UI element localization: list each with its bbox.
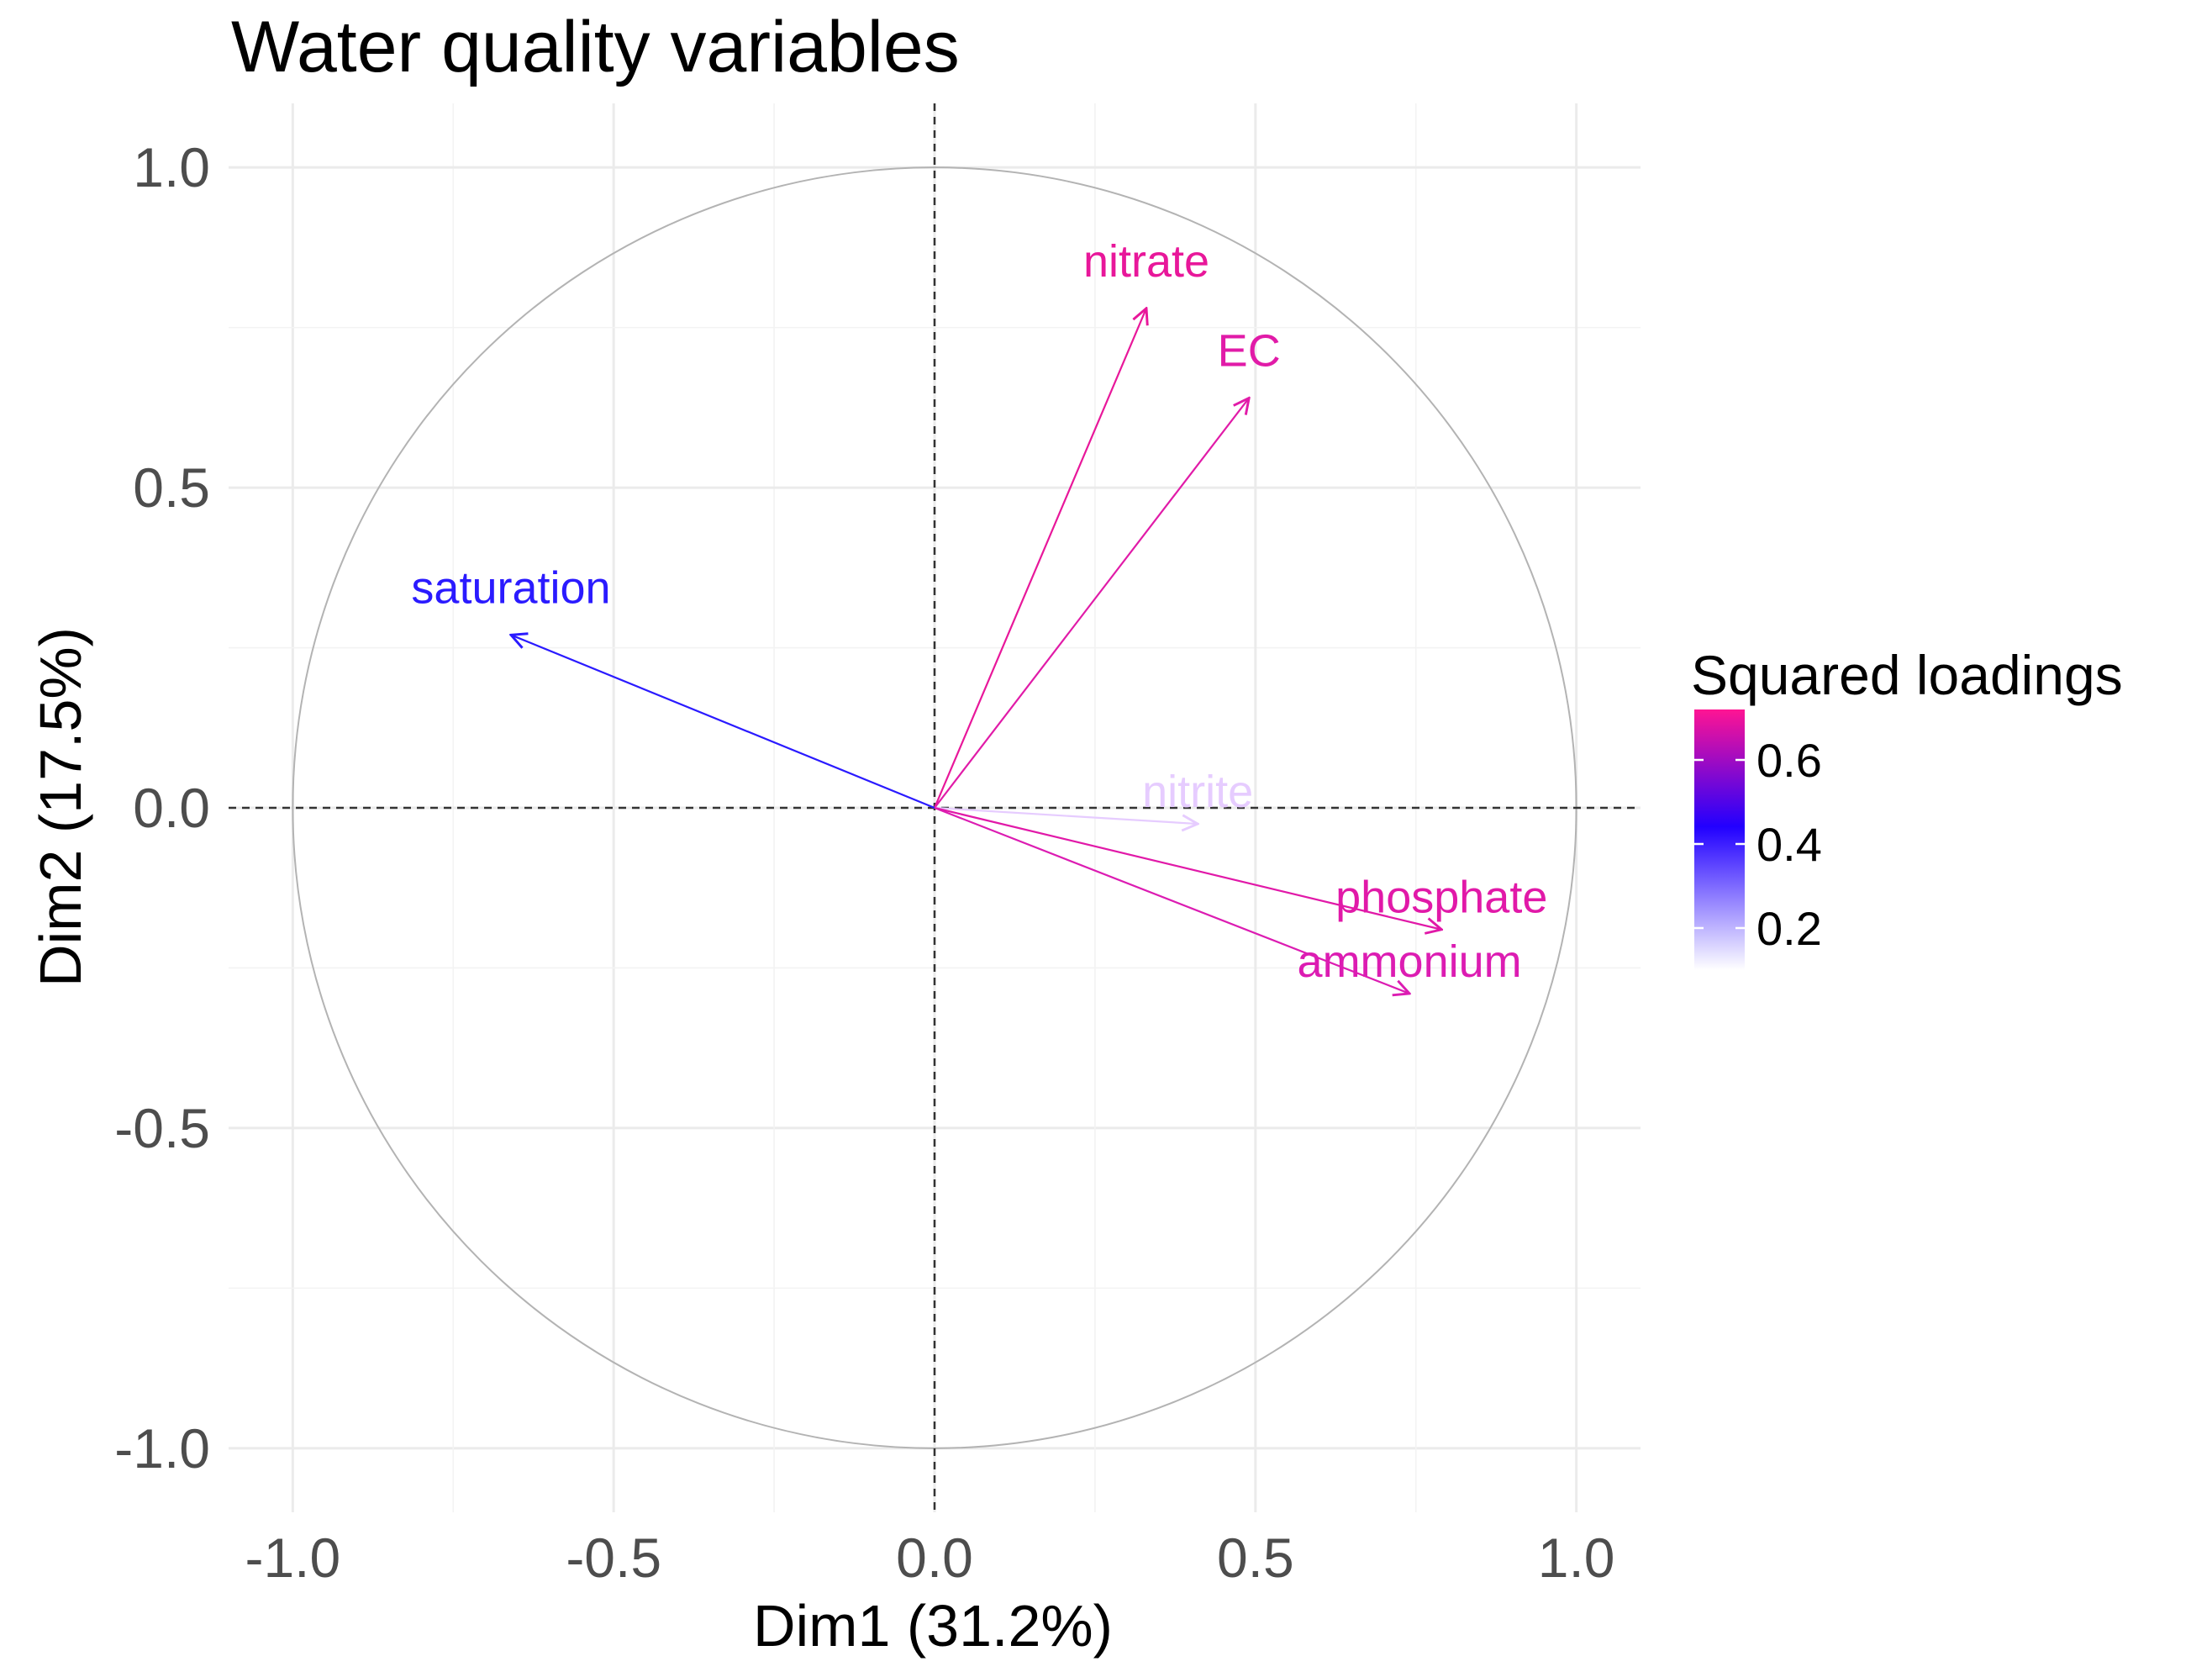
legend: Squared loadings 0.6 0.4 0.2 (1691, 644, 2123, 970)
legend-ticks: 0.6 0.4 0.2 (1694, 734, 1822, 955)
legend-colorbar (1694, 709, 1745, 970)
label-saturation: saturation (411, 562, 610, 613)
label-ec: EC (1218, 325, 1281, 376)
x-tick-label: 1.0 (1538, 1527, 1615, 1589)
y-axis-title: Dim2 (17.5%) (28, 627, 93, 987)
y-tick-label: -0.5 (114, 1097, 210, 1159)
x-tick-label: -1.0 (245, 1527, 340, 1589)
x-tick-label: 0.0 (896, 1527, 973, 1589)
y-tick-label: -1.0 (114, 1417, 210, 1479)
arrow-phosphate (934, 806, 1441, 930)
legend-tick-label: 0.6 (1756, 734, 1822, 787)
y-axis-ticks: -1.0 -0.5 0.0 0.5 1.0 (114, 136, 210, 1479)
arrow-ammonium (934, 806, 1409, 994)
y-tick-label: 1.0 (133, 136, 210, 198)
x-tick-label: -0.5 (566, 1527, 661, 1589)
y-tick-label: 0.0 (133, 777, 210, 839)
label-nitrate: nitrate (1083, 236, 1209, 287)
y-tick-label: 0.5 (133, 456, 210, 519)
arrow-saturation (511, 635, 935, 810)
arrow-nitrate (933, 309, 1146, 809)
legend-title: Squared loadings (1691, 644, 2123, 706)
arrow-ec (934, 398, 1249, 809)
legend-tick-label: 0.4 (1756, 818, 1822, 871)
x-axis-title: Dim1 (31.2%) (753, 1593, 1113, 1659)
label-nitrite: nitrite (1142, 767, 1253, 817)
x-tick-label: 0.5 (1217, 1527, 1294, 1589)
arrow-nitrite (934, 806, 1198, 824)
chart-title: Water quality variables (231, 7, 960, 87)
variable-arrows (511, 309, 1441, 994)
label-phosphate: phosphate (1335, 873, 1547, 923)
legend-tick-label: 0.2 (1756, 902, 1822, 955)
label-ammonium: ammonium (1298, 936, 1522, 987)
x-axis-ticks: -1.0 -0.5 0.0 0.5 1.0 (245, 1527, 1614, 1589)
